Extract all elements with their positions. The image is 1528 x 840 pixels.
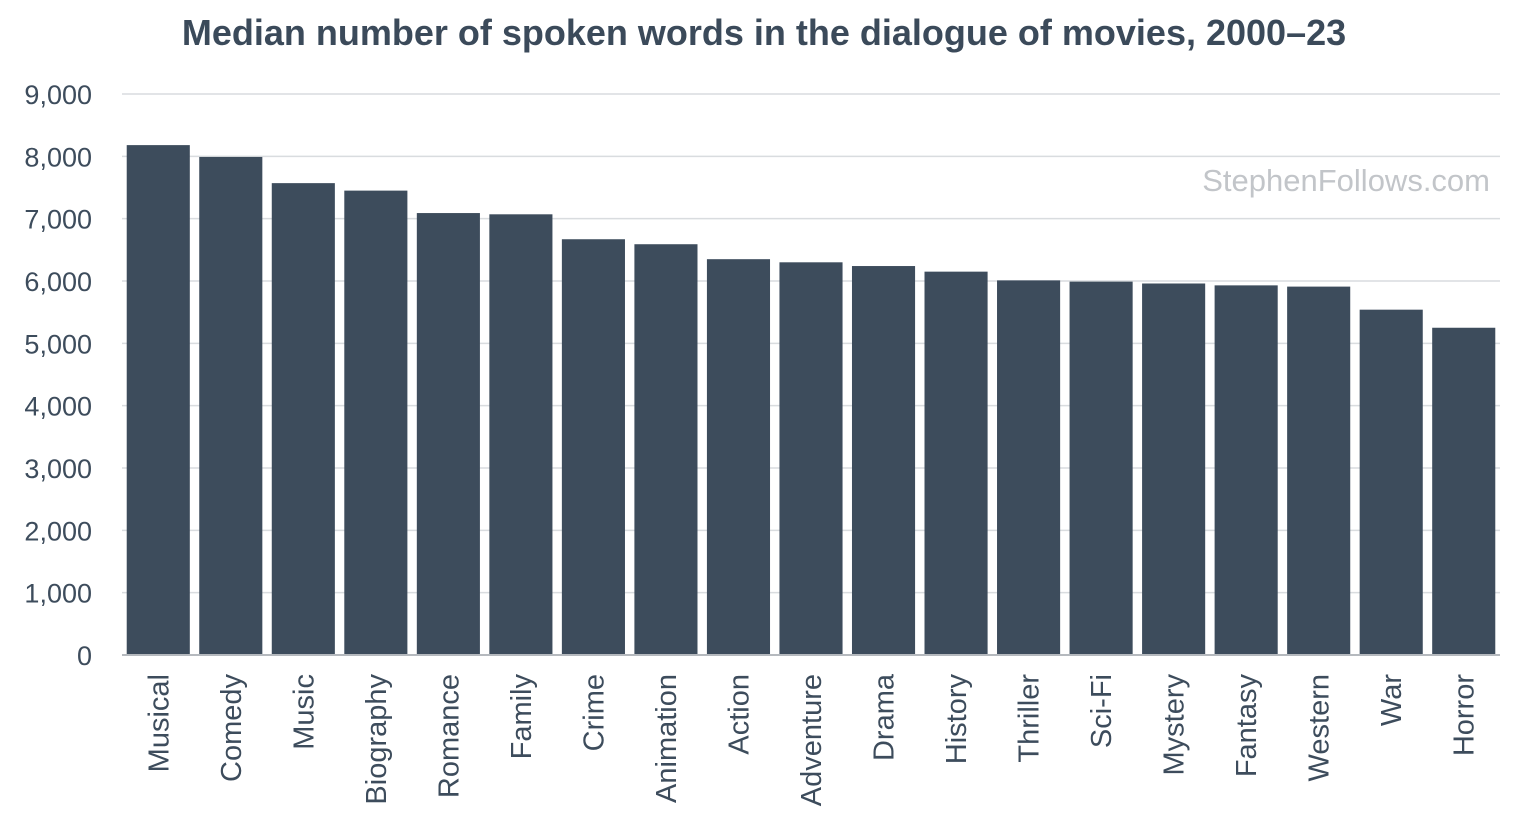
bar-history <box>924 271 988 655</box>
x-category-label: Musical <box>143 674 175 772</box>
bar-war <box>1359 309 1423 655</box>
x-category-label: Adventure <box>796 674 828 806</box>
y-tick-label: 6,000 <box>24 267 92 297</box>
y-tick-label: 3,000 <box>24 454 92 484</box>
y-tick-label: 4,000 <box>24 392 92 422</box>
bar-crime <box>561 239 625 655</box>
bar-western <box>1287 286 1351 655</box>
x-category-label: Drama <box>869 673 901 761</box>
bar-fantasy <box>1214 285 1278 655</box>
x-category-label: Biography <box>361 674 393 805</box>
y-tick-label: 7,000 <box>24 205 92 235</box>
bar-drama <box>851 266 916 655</box>
x-category-label: Fantasy <box>1231 674 1263 778</box>
x-category-label: Music <box>288 674 320 750</box>
x-category-label: History <box>941 674 973 765</box>
x-category-label: Thriller <box>1014 674 1046 763</box>
y-tick-label: 0 <box>77 641 92 671</box>
watermark-text: StephenFollows.com <box>1202 163 1490 198</box>
bars <box>126 145 1496 656</box>
y-tick-label: 9,000 <box>24 80 92 110</box>
x-category-label: Action <box>723 674 755 755</box>
bar-mystery <box>1142 283 1206 655</box>
bar-comedy <box>199 156 263 655</box>
bar-musical <box>126 145 190 655</box>
bar-romance <box>416 213 480 655</box>
x-category-label: Mystery <box>1159 674 1191 776</box>
bar-action <box>706 259 771 655</box>
y-tick-label: 5,000 <box>24 329 92 359</box>
x-category-label: Horror <box>1449 674 1481 757</box>
bar-family <box>489 214 553 655</box>
bar-music <box>271 183 335 656</box>
x-category-label: Family <box>506 674 538 760</box>
bar-animation <box>634 244 698 655</box>
x-category-label: Animation <box>651 674 683 803</box>
bar-horror <box>1432 327 1496 655</box>
x-category-label: Crime <box>578 674 610 751</box>
x-category-label: Romance <box>433 674 465 798</box>
chart-title: Median number of spoken words in the dia… <box>181 12 1347 53</box>
bar-adventure <box>779 262 843 655</box>
y-tick-label: 1,000 <box>24 579 92 609</box>
y-tick-label: 8,000 <box>24 142 92 172</box>
y-tick-label: 2,000 <box>24 516 92 546</box>
x-category-label: War <box>1376 674 1408 726</box>
x-axis-category-labels: Musical Comedy Music Biography Romance Family… <box>143 673 1480 806</box>
x-category-label: Comedy <box>216 674 248 782</box>
x-category-label: Western <box>1304 674 1336 781</box>
x-category-label: Sci-Fi <box>1086 674 1118 748</box>
bar-biography <box>344 190 408 655</box>
bar-thriller <box>997 280 1061 655</box>
y-axis-tick-labels: 0 1,000 2,000 3,000 4,000 5,000 6,000 7,000 8,00… <box>24 80 92 671</box>
bar-sci-fi <box>1069 281 1133 655</box>
